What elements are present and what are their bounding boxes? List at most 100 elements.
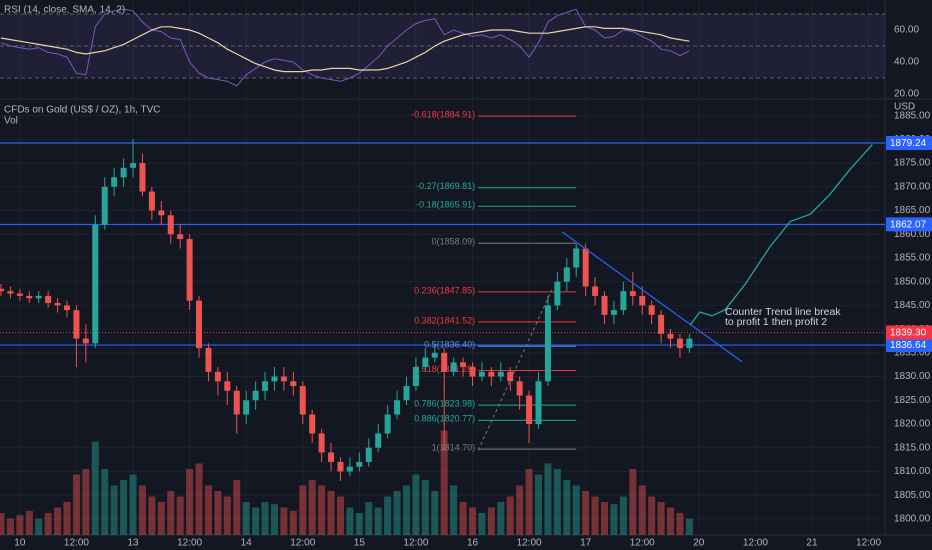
candle-body [403, 386, 410, 401]
volume-bar [204, 485, 212, 535]
y-tick-label: 1825.00 [894, 395, 931, 406]
volume-bar [110, 485, 118, 535]
candle-body [243, 400, 250, 415]
y-tick-label: 1810.00 [894, 466, 931, 477]
volume-label: Vol [4, 116, 18, 127]
volume-bar [72, 474, 80, 535]
candle-body [167, 215, 174, 235]
rsi-tick-label: 60.00 [894, 25, 919, 36]
volume-bar [667, 507, 675, 535]
level-label-box [886, 338, 932, 353]
candle-body [54, 303, 61, 306]
volume-bar [487, 507, 495, 535]
x-tick-label: 12:00 [64, 538, 89, 549]
volume-bar [648, 496, 656, 535]
annotation-line: to profit 1 then profit 2 [725, 316, 827, 328]
y-tick-label: 1850.00 [894, 276, 931, 287]
fib-label: 0.382(1841.52) [414, 315, 475, 325]
level-label: 1836.64 [890, 340, 927, 351]
x-tick-label: 15 [354, 538, 366, 549]
x-tick-label: 12:00 [517, 538, 542, 549]
volume-bar [572, 485, 580, 535]
candle-body [92, 224, 99, 344]
x-tick-label: 10 [14, 538, 26, 549]
candle-body [0, 288, 4, 292]
candle-body [412, 367, 419, 387]
y-tick-label: 1820.00 [894, 419, 931, 430]
volume-bar [657, 502, 665, 535]
candle-body [101, 186, 108, 225]
fib-label: 0.5(1836.40) [424, 340, 475, 350]
candle-body [309, 414, 316, 434]
level-label: 1862.07 [890, 220, 927, 231]
candle-body [73, 310, 80, 339]
candle-body [111, 177, 118, 187]
y-tick-label: 1885.00 [894, 110, 931, 121]
y-tick-label: 1830.00 [894, 371, 931, 382]
candle-body [610, 310, 617, 315]
volume-bar [0, 513, 5, 535]
volume-bar [384, 496, 392, 535]
candle-body [45, 295, 52, 304]
candle-body [120, 167, 127, 178]
candle-body [337, 461, 344, 472]
candle-body [658, 314, 665, 334]
candle-body [620, 291, 627, 311]
candle-body [375, 433, 382, 448]
volume-bar [374, 507, 382, 535]
volume-bar [54, 507, 62, 535]
candle-body [148, 191, 155, 211]
volume-bar [544, 463, 552, 535]
candle-body [469, 367, 476, 377]
fib-label: -0.18(1865.91) [416, 200, 475, 210]
candle-body [290, 381, 297, 387]
candle-body [262, 381, 269, 391]
volume-bar [469, 507, 476, 535]
dashed-line [477, 289, 553, 451]
candle-body [16, 293, 23, 296]
volume-bar [63, 502, 71, 535]
candle-body [7, 291, 14, 294]
candle-body [365, 447, 372, 462]
candle-body [526, 395, 533, 424]
volume-bar [610, 504, 618, 535]
candle-body [507, 371, 514, 382]
x-tick-label: 12:00 [630, 538, 655, 549]
fib-label: -0.618(1884.91) [411, 109, 475, 119]
annotation-line: Counter Trend line break [725, 306, 841, 318]
x-tick-label: 12:00 [290, 538, 315, 549]
x-tick-label: 12:00 [743, 538, 768, 549]
x-tick-label: 12:00 [856, 538, 881, 549]
trend-line [561, 231, 743, 363]
volume-bar [195, 463, 203, 535]
volume-bar [120, 480, 128, 535]
y-tick-label: 1855.00 [894, 253, 931, 264]
candle-body [667, 333, 674, 339]
volume-bar [591, 496, 599, 535]
candle-body [233, 390, 240, 415]
level-label-box [886, 217, 932, 232]
candle-body [686, 338, 693, 349]
candle-body [648, 305, 655, 315]
volume-bar [91, 441, 99, 535]
candle-body [601, 295, 608, 315]
volume-bar [355, 513, 363, 535]
x-tick-label: 20 [693, 538, 705, 549]
volume-bar [440, 430, 448, 535]
candle-body [676, 338, 683, 349]
candle-body [224, 381, 231, 391]
fib-label: 0.236(1847.85) [414, 285, 475, 295]
last-price-label-box [886, 325, 932, 340]
volume-bar [6, 518, 14, 535]
volume-bar [336, 496, 344, 535]
volume-bar [101, 469, 109, 535]
volume-bar [186, 469, 194, 535]
level-label: 1879.24 [890, 138, 927, 149]
volume-bar [223, 496, 231, 535]
volume-bar [365, 502, 373, 535]
volume-bar [402, 485, 410, 535]
volume-bar [138, 485, 146, 535]
volume-bar [506, 496, 514, 535]
